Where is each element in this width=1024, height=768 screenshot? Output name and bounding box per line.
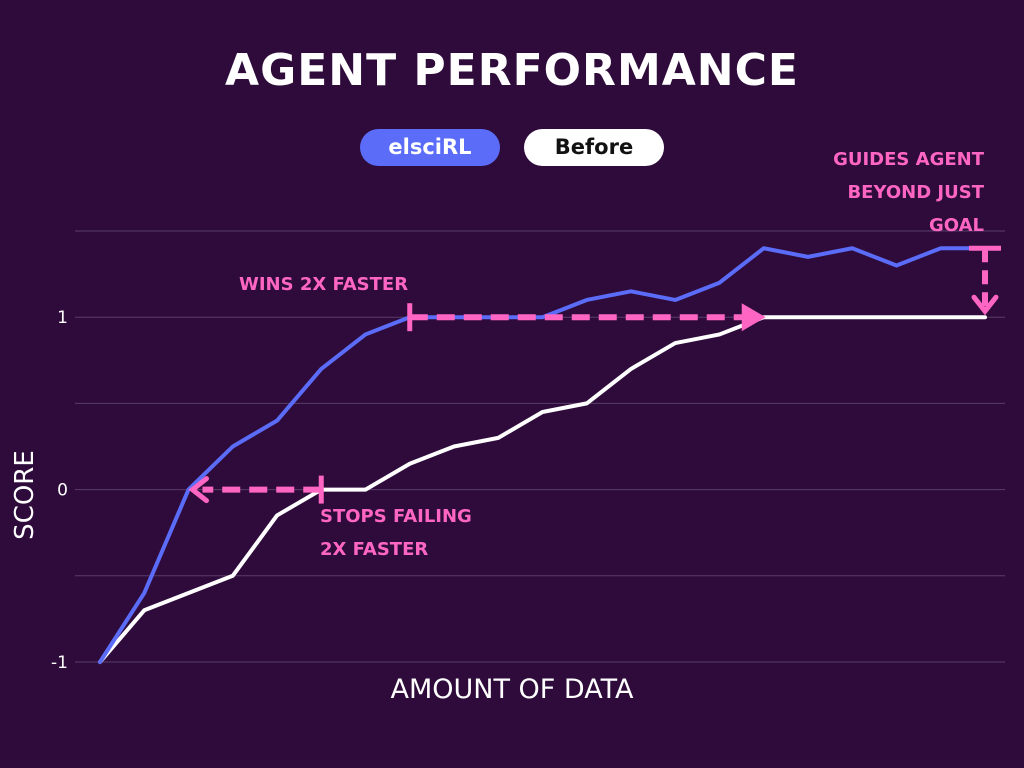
y-tick-label: 1 [57, 308, 68, 328]
annotation-guides-line-1: GUIDES AGENT [764, 143, 984, 176]
y-tick-label: -1 [51, 653, 68, 673]
y-tick-labels: -1 0 1 [51, 308, 68, 673]
arrow-wins-head [742, 303, 766, 331]
x-axis-label: AMOUNT OF DATA [0, 674, 1024, 705]
series-lines [100, 248, 985, 662]
grid-lines [75, 231, 1005, 662]
y-tick-label: 0 [57, 481, 68, 501]
annotation-wins-faster: WINS 2X FASTER [239, 268, 408, 301]
y-axis-label: SCORE [10, 450, 40, 540]
y-axis-label-wrap: SCORE [8, 440, 42, 550]
annotation-guides-line-3: GOAL [764, 209, 984, 242]
annotation-stops-line-2: 2X FASTER [320, 533, 472, 566]
annotation-guides-line-2: BEYOND JUST [764, 176, 984, 209]
annotation-stops-failing: STOPS FAILING 2X FASTER [320, 500, 472, 566]
series-line-elscirl [100, 248, 985, 662]
annotation-guides-agent: GUIDES AGENT BEYOND JUST GOAL [764, 143, 984, 242]
annotation-stops-line-1: STOPS FAILING [320, 500, 472, 533]
